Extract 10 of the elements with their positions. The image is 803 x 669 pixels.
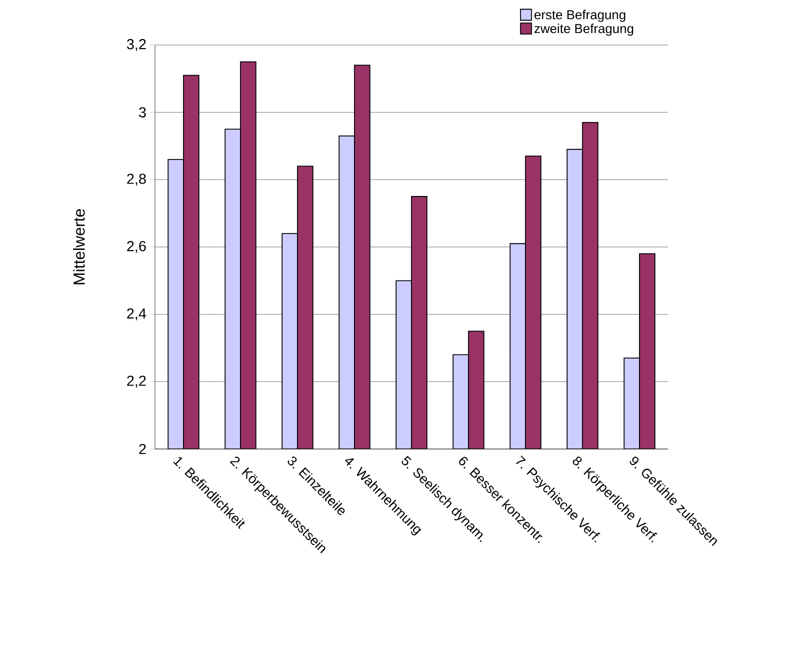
y-tick-label: 2 bbox=[139, 444, 146, 454]
y-tick-label: 2,8 bbox=[127, 174, 146, 186]
y-tick-label: 3 bbox=[138, 107, 146, 118]
y-tick-label: 3,2 bbox=[126, 39, 146, 51]
y-tick-label: 2,2 bbox=[127, 376, 146, 388]
y-tick-label: 2,6 bbox=[127, 241, 146, 253]
y-tick-label: 2,4 bbox=[127, 308, 146, 320]
legend-label: erste Befragung bbox=[534, 10, 626, 22]
y-axis-title: Mittelwerte bbox=[73, 209, 85, 284]
legend-label: zweite Befragung bbox=[534, 24, 634, 36]
